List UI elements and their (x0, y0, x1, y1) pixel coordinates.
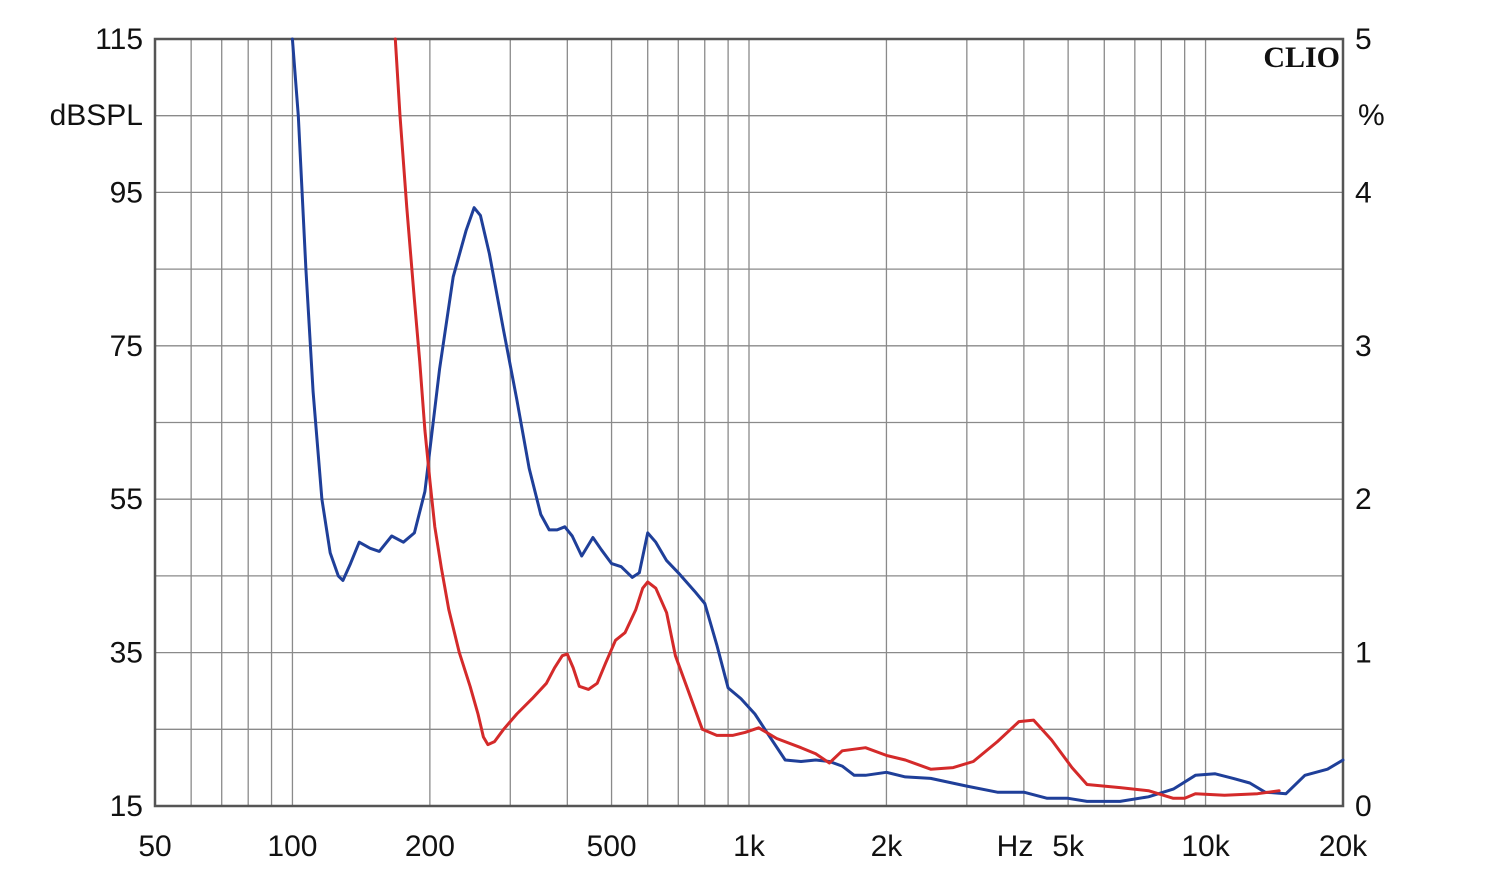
x-tick-label: 10k (1181, 830, 1230, 863)
y-left-tick-label: 15 (110, 790, 143, 823)
y-left-tick-label: 115 (95, 23, 143, 56)
plot-frame (153, 37, 1345, 808)
y-left-tick-labels: 115 95 75 55 35 15 (95, 23, 143, 823)
x-tick-label: 5k (1052, 830, 1085, 863)
clio-brand-label: CLIO (1263, 41, 1340, 74)
y-right-tick-labels: 5 4 3 2 1 0 (1355, 23, 1372, 823)
x-tick-label: 1k (733, 830, 766, 863)
y-left-unit-label: dBSPL (50, 99, 143, 132)
x-tick-label: 20k (1319, 830, 1368, 863)
y-right-tick-label: 1 (1355, 637, 1372, 670)
y-left-tick-label: 75 (110, 330, 143, 363)
y-right-tick-label: 4 (1355, 176, 1372, 209)
x-tick-label: 100 (267, 830, 317, 863)
horizontal-grid (155, 115, 1343, 730)
y-right-unit-label: % (1358, 99, 1385, 132)
x-unit-label: Hz (997, 830, 1034, 863)
x-tick-label: 2k (871, 830, 904, 863)
y-right-tick-label: 2 (1355, 483, 1372, 516)
y-right-tick-label: 3 (1355, 330, 1372, 363)
y-left-tick-label: 95 (110, 176, 143, 209)
y-left-tick-label: 55 (110, 483, 143, 516)
y-right-tick-label: 5 (1355, 23, 1372, 56)
x-tick-label: 50 (138, 830, 171, 863)
x-tick-labels: 50 100 200 500 1k 2k 5k 10k 20k (138, 830, 1368, 863)
y-right-tick-label: 0 (1355, 790, 1372, 823)
series-line-blue (290, 37, 1345, 803)
x-tick-label: 500 (587, 830, 637, 863)
series-layer (290, 37, 1345, 803)
series-line-red (393, 37, 1281, 800)
x-tick-label: 200 (405, 830, 455, 863)
y-left-tick-label: 35 (110, 637, 143, 670)
